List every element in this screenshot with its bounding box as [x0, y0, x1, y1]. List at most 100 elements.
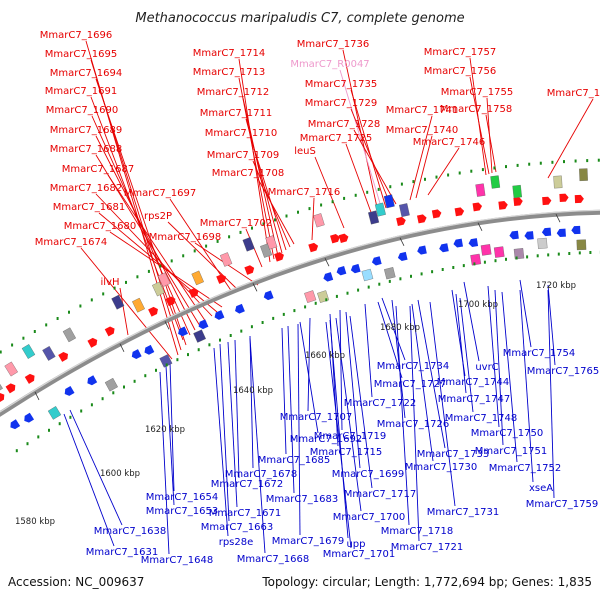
gene-label: MmarC7_1748 [445, 413, 517, 424]
label-leader-line [364, 303, 373, 398]
track-dot [505, 165, 507, 169]
gene-label: MmarC7_1654 [146, 492, 218, 503]
gene-features [0, 158, 600, 453]
track-dot [165, 363, 168, 367]
track-dot [205, 244, 208, 248]
reverse-gene-arrow [24, 412, 35, 423]
track-dot [399, 277, 402, 281]
gene-label: MmarC7_1685 [258, 455, 330, 466]
kbp-tick [34, 391, 40, 401]
gene-block [493, 246, 505, 258]
forward-gene-arrow [416, 214, 427, 224]
track-dot [516, 163, 519, 167]
track-dot [335, 294, 338, 298]
track-dot [274, 218, 276, 222]
reverse-gene-arrow [397, 251, 408, 262]
label-leader-line [409, 115, 433, 201]
track-dot [102, 292, 105, 296]
label-leader-line [487, 285, 500, 428]
forward-gene-arrow [330, 234, 340, 244]
track-dot [125, 280, 127, 284]
track-dot [483, 260, 486, 264]
reverse-gene-arrow [541, 227, 552, 237]
gene-block [537, 237, 548, 249]
gene-label: MmarC7_1735 [305, 79, 377, 90]
track-dot [293, 309, 296, 313]
reverse-gene-arrow [371, 256, 382, 266]
gene-block [132, 297, 145, 313]
label-leader-line [281, 327, 287, 455]
gene-block [304, 290, 317, 303]
track-dot [58, 422, 61, 426]
track-dot [45, 323, 48, 327]
gene-label: MmarC7_1757 [424, 47, 496, 58]
label-leader-line [345, 143, 373, 216]
track-dot [420, 272, 423, 276]
label-leader-line [299, 321, 319, 434]
track-dot [112, 391, 115, 395]
kbp-tick [119, 343, 125, 352]
track-dot [515, 256, 518, 260]
label-leader-line [95, 135, 196, 331]
label-leader-line [547, 98, 594, 179]
gene-label: MmarC7_1755 [441, 87, 513, 98]
label-leader-line [415, 135, 433, 199]
track-dot [551, 160, 554, 164]
kbp-ticks: 1580 kbp 1600 kbp 1620 kbp 1640 kbp 1660 kbp… [15, 214, 576, 527]
gene-label: MmarC7_1731 [427, 507, 499, 518]
track-dot [159, 264, 162, 268]
track-dot [325, 298, 328, 302]
gene-label: MmarC7_1709 [207, 150, 279, 161]
track-dot [435, 175, 438, 179]
gene-label: MmarC7_1694 [50, 68, 122, 79]
track-dot [526, 255, 529, 259]
genome-backbone [0, 209, 600, 417]
track-dot [48, 428, 50, 432]
label-leader-line [519, 279, 532, 348]
gene-label: MmarC7_1715 [310, 447, 382, 458]
forward-gene-arrow [87, 337, 98, 348]
track-dot [343, 196, 346, 200]
reverse-gene-arrow [235, 303, 245, 314]
gene-label: MmarC7_1671 [209, 508, 281, 519]
gene-label: MmarC7_1741 [386, 105, 458, 116]
gene-block [553, 175, 563, 189]
reverse-gene-arrow [10, 419, 21, 430]
gene-block [42, 345, 56, 361]
gene-label: MmarC7_1730 [405, 462, 477, 473]
track-dot [123, 385, 125, 389]
gene-label: uvrC [475, 362, 498, 373]
kbp-tick [324, 258, 330, 267]
track-dot [15, 449, 18, 453]
gene-label: MmarC7_1691 [45, 86, 117, 97]
gene-label: MmarC7_1752 [489, 463, 561, 474]
forward-gene-arrow [308, 242, 319, 253]
label-leader-line [409, 305, 420, 542]
gene-block [368, 210, 380, 225]
track-dot [528, 162, 531, 166]
track-dot [33, 330, 36, 333]
kbp-tick [399, 237, 405, 246]
label-leader-line [469, 76, 490, 175]
label-leader-line [311, 197, 315, 241]
label-leader-line [69, 409, 123, 526]
track-dot [155, 368, 157, 372]
label-leader-line [169, 361, 175, 492]
track-dot [366, 190, 369, 194]
reverse-gene-arrow [350, 263, 361, 274]
forward-gene-arrow [574, 194, 584, 204]
track-dot [378, 282, 381, 286]
label-leader-line [287, 325, 295, 494]
gene-block [513, 248, 525, 260]
track-dot [493, 166, 496, 170]
gene-label: MmarC7_1681 [53, 202, 125, 213]
gene-block [193, 329, 206, 343]
gene-block [475, 183, 486, 197]
gene-block [470, 253, 482, 266]
gene-label: MmarC7_1688 [50, 144, 122, 155]
track-dot [458, 171, 461, 175]
gene-block [159, 354, 173, 368]
kbp-tick [555, 214, 561, 223]
track-dot [187, 353, 189, 357]
label-leader-line [307, 317, 311, 412]
